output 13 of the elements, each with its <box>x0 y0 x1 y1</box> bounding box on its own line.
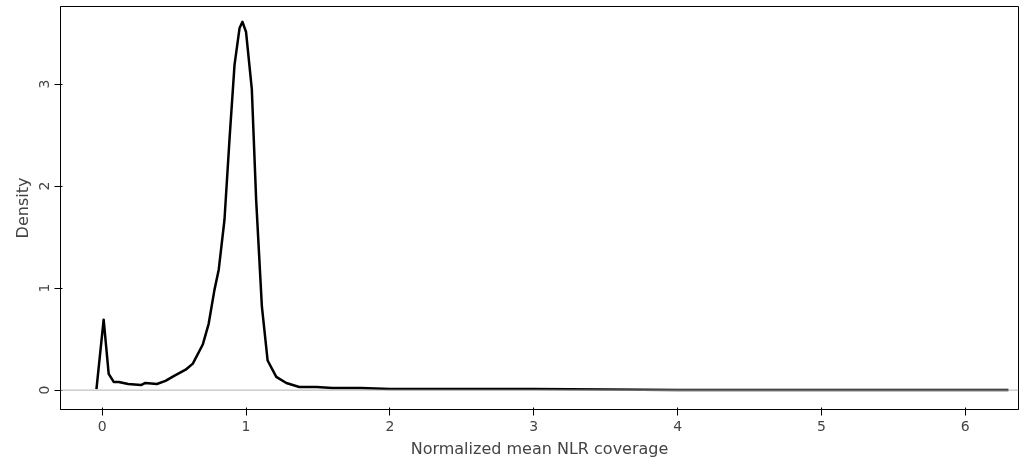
x-tick-label: 4 <box>673 417 683 434</box>
x-tick-label: 6 <box>960 417 970 434</box>
x-tick-label: 3 <box>529 417 539 434</box>
y-tick-label: 2 <box>36 181 53 191</box>
x-tick-label: 1 <box>241 417 251 434</box>
y-tick-label: 3 <box>36 79 53 89</box>
y-tick-label: 0 <box>36 385 53 395</box>
x-axis-title: Normalized mean NLR coverage <box>410 438 669 458</box>
y-tick-label: 1 <box>36 283 53 293</box>
x-tick-label: 2 <box>385 417 395 434</box>
y-axis-title: Density <box>12 177 32 239</box>
x-tick-label: 0 <box>97 417 107 434</box>
x-tick-label: 5 <box>816 417 826 434</box>
